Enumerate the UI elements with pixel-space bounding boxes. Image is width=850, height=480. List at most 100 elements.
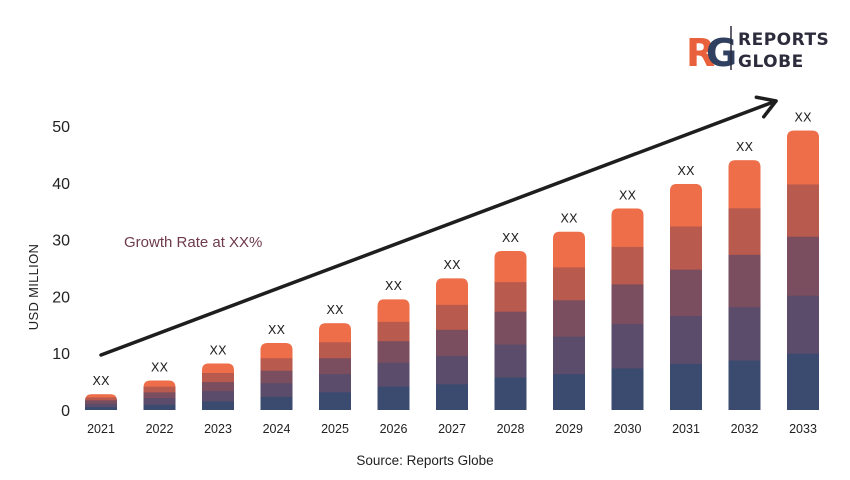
bar-segment [143,380,176,387]
logo-mark-r: R [686,31,715,75]
x-tick-label: 2029 [555,422,583,436]
bar-stack-2032 [728,160,761,410]
x-tick-label: 2023 [204,422,232,436]
bar-segment [728,254,761,308]
source-note: Source: Reports Globe [356,453,493,468]
data-labels: XX XX XX XX XX XX XX XX XX XX XX XX XX [92,110,812,389]
bar-segment [553,299,585,337]
logo-text-line2: GLOBE [738,52,804,72]
bar-segment [319,357,351,375]
x-tick-label: 2026 [380,422,408,436]
bar-stack-2023 [202,363,234,410]
bar-stack-2029 [553,231,585,410]
data-label: XX [385,278,403,293]
bar-segment [494,344,527,378]
x-tick-label: 2033 [789,422,817,436]
bar-stack-2033 [787,130,819,410]
growth-rate-annotation: Growth Rate at XX% [124,234,262,251]
bar-segment [260,370,293,384]
bar-segment [494,377,527,410]
bar-stack-2028 [494,250,527,410]
x-tick-label: 2021 [87,422,115,436]
x-tick-label: 2022 [146,422,174,436]
bar-segment [787,353,819,410]
bar-segment [611,283,644,325]
bar-segment [85,399,117,404]
y-tick-label: 40 [52,176,70,193]
bar-stack-2031 [670,183,702,410]
x-tick-label: 2027 [438,422,466,436]
bar-segment [436,355,468,385]
data-label: XX [736,139,754,154]
bar-stack-2025 [319,323,351,410]
bar-segment [553,373,585,410]
bar-segment [670,315,702,364]
bar-segment [728,160,761,209]
bar-segment [202,400,234,410]
trend-arrow [99,95,778,357]
data-label: XX [502,230,520,245]
bar-segment [377,340,410,363]
y-tick-label: 10 [52,346,70,363]
bar-stack-2024 [260,342,293,410]
bar-segment [202,372,234,383]
data-label: XX [619,187,637,202]
bar-segment [377,299,410,322]
bar-segment [553,231,585,268]
reports-globe-logo: R G REPORTS GLOBE [686,26,829,75]
bar-segment [553,336,585,375]
bar-segment [728,360,761,410]
bar-segment [670,363,702,410]
x-tick-label: 2031 [672,422,700,436]
data-label: XX [677,163,695,178]
bar-segment [143,391,176,399]
x-tick-label: 2030 [614,422,642,436]
data-label: XX [443,257,461,272]
x-axis-ticks: 2021 2022 2023 2024 2025 2026 2027 2028 2029 2030… [87,422,817,436]
bar-segment [319,341,351,359]
bar-segment [202,381,234,392]
bar-segment [319,373,351,393]
bar-segment [611,323,644,369]
data-label: XX [92,373,110,388]
bar-stack-2026 [377,299,410,410]
y-tick-label: 0 [61,403,70,420]
bar-segment [143,397,176,405]
x-tick-label: 2032 [731,422,759,436]
x-tick-label: 2028 [497,422,525,436]
bar-segment [260,342,293,359]
bar-segment [436,304,468,330]
bar-segment [728,207,761,255]
bar-segment [143,404,176,410]
data-label: XX [209,342,227,357]
logo-text-line1: REPORTS [738,30,829,50]
bar-segment [436,278,468,305]
x-tick-label: 2024 [263,422,291,436]
data-label: XX [560,211,578,226]
trend-arrow-head [754,95,778,119]
bar-segment [85,394,117,398]
bar-stack-2022 [143,380,176,410]
bar-segment [319,323,351,343]
bar-segment [319,391,351,410]
y-tick-label: 30 [52,233,70,250]
bar-segment [260,382,293,397]
logo-mark-g: G [706,31,737,75]
data-label: XX [326,302,344,317]
bar-segment [143,386,176,393]
bar-segment [85,403,117,408]
bar-segment [670,225,702,270]
bar-segment [728,306,761,361]
bar-segment [377,362,410,387]
trend-arrow-shaft [99,99,778,357]
bar-segment [553,266,585,301]
x-tick-label: 2025 [321,422,349,436]
bar-segment [787,236,819,296]
bar-segment [670,269,702,317]
bar-segment [202,390,234,402]
bar-stack-2027 [436,278,468,410]
bar-segment [260,357,293,371]
bar-segment [787,130,819,185]
bar-segment [377,386,410,410]
